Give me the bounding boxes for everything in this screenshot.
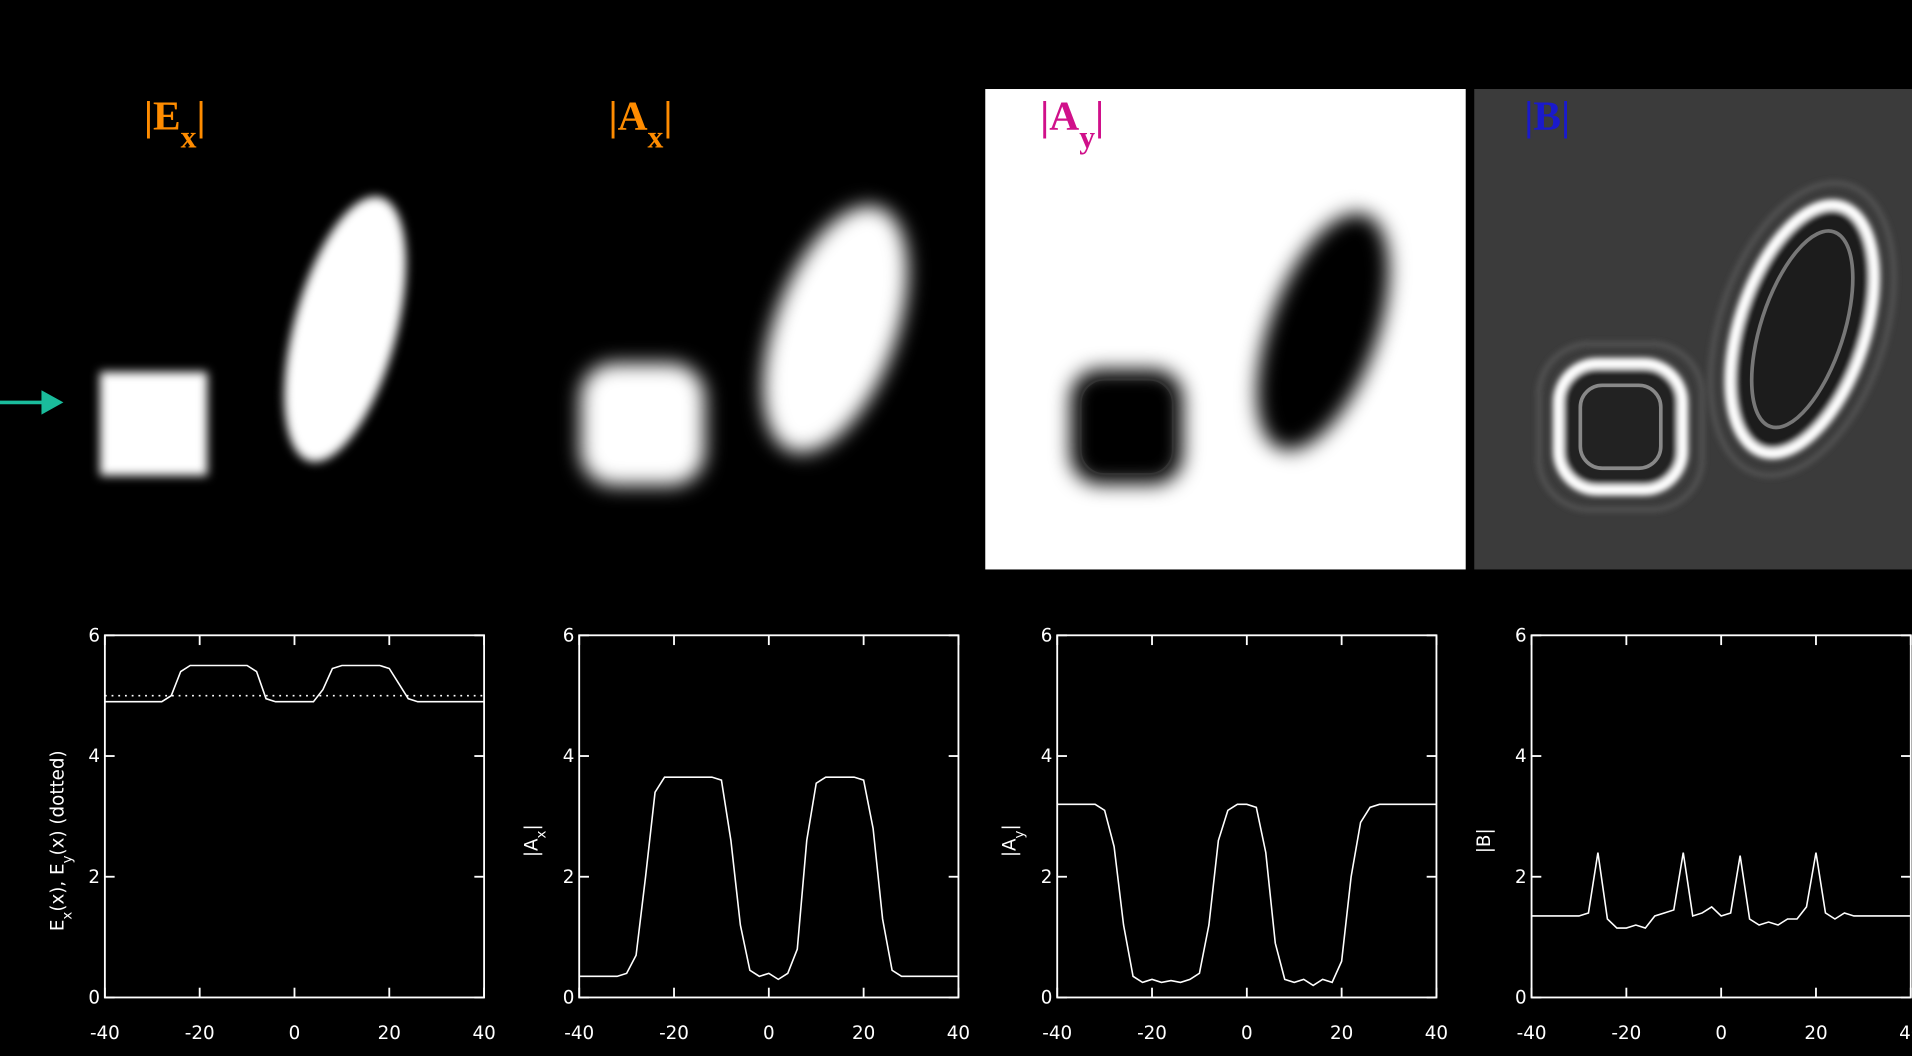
y-tick-label: 0	[88, 988, 100, 1009]
y-axis-label: |B|	[1474, 828, 1495, 853]
y-tick-label: 2	[563, 867, 575, 888]
label-sub: x	[648, 119, 664, 154]
label-part: E	[47, 920, 68, 932]
image-ay	[985, 89, 1466, 570]
x-tick-label: 0	[1241, 1023, 1253, 1044]
y-axis-label: Ex(x), Ey(x) (dotted)	[47, 750, 75, 931]
y-tick-label: 2	[1515, 867, 1527, 888]
x-tick-label: 20	[852, 1023, 875, 1044]
y-tick-label: 2	[88, 867, 100, 888]
y-tick-label: 6	[1041, 625, 1053, 646]
x-tick-label: -40	[1517, 1023, 1547, 1044]
y-tick-label: 6	[563, 625, 575, 646]
label-part: y	[60, 855, 75, 863]
plot-frame	[578, 634, 960, 999]
image-ex	[99, 196, 406, 476]
label-text: |A	[608, 92, 647, 138]
label-part: x	[60, 912, 75, 920]
image-ax	[580, 206, 908, 486]
label-part: (x) (dotted)	[47, 750, 68, 855]
data-line	[104, 664, 485, 703]
data-line	[579, 776, 959, 981]
y-tick-label: 2	[1041, 867, 1053, 888]
panel-label: |Ex|	[144, 92, 206, 153]
y-axis-label: |Ax|	[522, 824, 550, 857]
x-tick-label: 0	[289, 1023, 301, 1044]
label-text: |E	[144, 92, 181, 138]
label-text: |	[1095, 92, 1104, 138]
label-part: |	[522, 824, 543, 830]
data-line	[1057, 803, 1437, 987]
label-part: y	[1012, 830, 1027, 838]
y-tick-label: 4	[1515, 746, 1527, 767]
x-tick-label: -40	[564, 1023, 594, 1044]
panel-label: |Ax|	[608, 92, 672, 153]
label-part: |B|	[1474, 828, 1495, 853]
x-tick-label: -20	[1611, 1023, 1641, 1044]
x-tick-label: -40	[1042, 1023, 1072, 1044]
label-text: |	[1561, 92, 1570, 138]
y-tick-label: 6	[88, 625, 100, 646]
label-part: |A	[522, 838, 543, 857]
panel-label: |Ay|	[1040, 92, 1104, 153]
panel-label: |B|	[1524, 92, 1570, 138]
label-text: |	[663, 92, 672, 138]
plot-frame	[1056, 634, 1438, 999]
image-b	[1474, 89, 1912, 570]
x-tick-label: 20	[1330, 1023, 1353, 1044]
y-tick-label: 6	[1515, 625, 1527, 646]
x-tick-label: 0	[763, 1023, 775, 1044]
x-tick-label: -40	[90, 1023, 120, 1044]
y-tick-label: 4	[88, 746, 100, 767]
x-tick-label: 20	[1804, 1023, 1827, 1044]
label-text: |A	[1040, 92, 1079, 138]
y-tick-label: 0	[563, 988, 575, 1009]
x-tick-label: -20	[659, 1023, 689, 1044]
label-part: x	[534, 830, 549, 838]
x-tick-label: 40	[1425, 1023, 1448, 1044]
y-tick-label: 0	[1041, 988, 1053, 1009]
y-tick-label: 0	[1515, 988, 1527, 1009]
x-tick-label: 0	[1715, 1023, 1727, 1044]
y-tick-label: 4	[563, 746, 575, 767]
label-part: |A	[1000, 838, 1021, 857]
label-part: |	[1000, 824, 1021, 830]
arrow	[0, 390, 64, 415]
x-tick-label: 40	[472, 1023, 495, 1044]
label-text: |	[196, 92, 205, 138]
label-part: (x), E	[47, 863, 68, 911]
x-tick-label: 40	[1899, 1023, 1912, 1044]
x-tick-label: 40	[947, 1023, 970, 1044]
y-axis-label: |Ay|	[1000, 824, 1028, 857]
y-tick-label: 4	[1041, 746, 1053, 767]
x-tick-label: -20	[1137, 1023, 1167, 1044]
label-sub: x	[181, 119, 197, 154]
x-tick-label: 20	[378, 1023, 401, 1044]
plot-frame	[1530, 634, 1912, 999]
data-line	[1531, 852, 1911, 929]
plot-frame	[103, 634, 486, 999]
label-text: |B	[1524, 92, 1561, 138]
label-sub: y	[1079, 119, 1095, 154]
x-tick-label: -20	[185, 1023, 215, 1044]
